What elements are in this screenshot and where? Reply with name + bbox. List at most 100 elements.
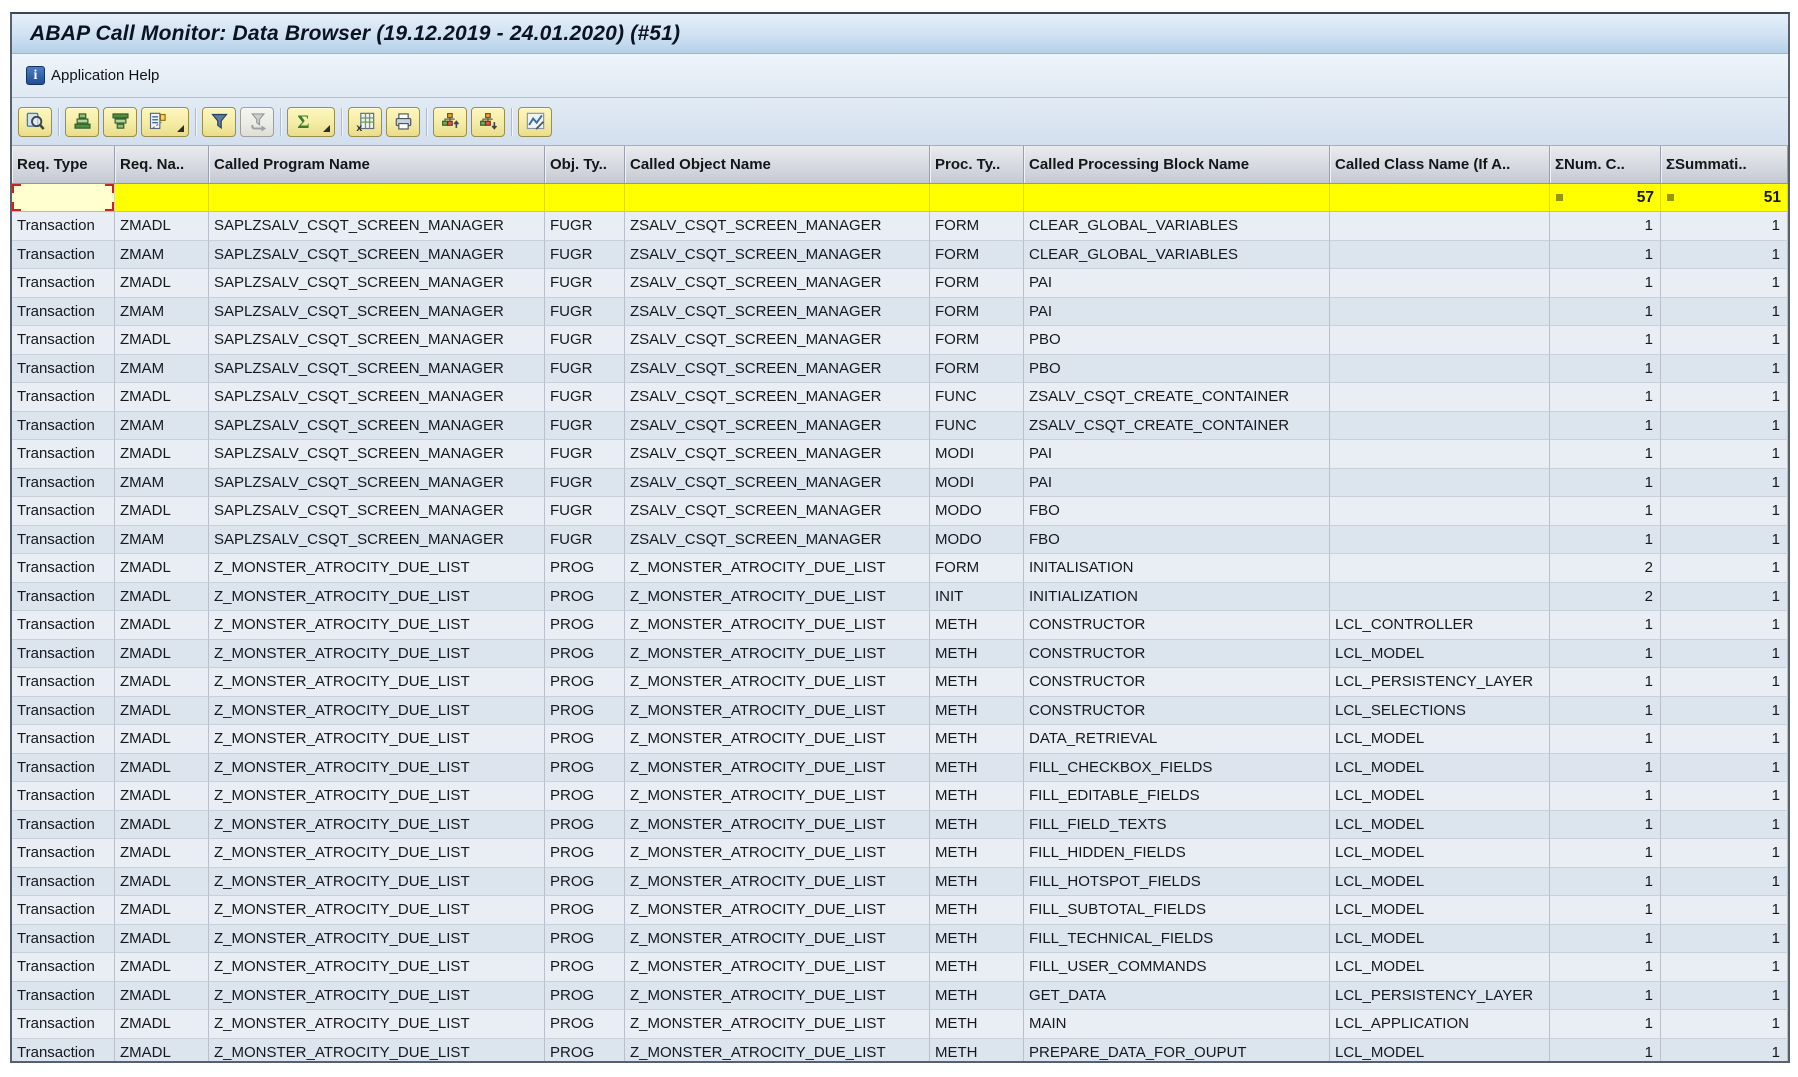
cell-called-processing-block-name[interactable]: FILL_EDITABLE_FIELDS xyxy=(1024,782,1330,811)
cell-summarization[interactable]: 1 xyxy=(1661,354,1788,383)
cell-req-name[interactable]: ZMADL xyxy=(115,839,209,868)
toolbar-button-details[interactable] xyxy=(18,106,52,137)
cell-req-name[interactable]: ZMADL xyxy=(115,1038,209,1061)
cell-num-calls[interactable]: 1 xyxy=(1550,354,1661,383)
table-row[interactable]: Transaction ZMADL Z_MONSTER_ATROCITY_DUE_L… xyxy=(12,725,1788,754)
cell-called-processing-block-name[interactable]: ZSALV_CSQT_CREATE_CONTAINER xyxy=(1024,411,1330,440)
cell-called-processing-block-name[interactable]: FILL_SUBTOTAL_FIELDS xyxy=(1024,896,1330,925)
cell-proc-type[interactable]: FUNC xyxy=(930,411,1024,440)
cell-summarization[interactable]: 1 xyxy=(1661,696,1788,725)
cell-called-object-name[interactable]: Z_MONSTER_ATROCITY_DUE_LIST xyxy=(625,611,930,640)
cell-called-object-name[interactable]: ZSALV_CSQT_SCREEN_MANAGER xyxy=(625,383,930,412)
table-row[interactable]: Transaction ZMADL Z_MONSTER_ATROCITY_DUE_L… xyxy=(12,639,1788,668)
cell-called-program-name[interactable]: Z_MONSTER_ATROCITY_DUE_LIST xyxy=(209,839,545,868)
header-cell-called-program-name[interactable]: Called Program Name xyxy=(209,146,545,183)
totals-empty-cell[interactable] xyxy=(1330,184,1550,211)
cell-obj-type[interactable]: PROG xyxy=(545,725,625,754)
cell-proc-type[interactable]: MODI xyxy=(930,468,1024,497)
table-row[interactable]: Transaction ZMADL Z_MONSTER_ATROCITY_DUE_L… xyxy=(12,582,1788,611)
totals-empty-cell[interactable] xyxy=(545,184,625,211)
cell-called-program-name[interactable]: SAPLZSALV_CSQT_SCREEN_MANAGER xyxy=(209,440,545,469)
cell-num-calls[interactable]: 1 xyxy=(1550,411,1661,440)
cell-req-name[interactable]: ZMADL xyxy=(115,639,209,668)
table-row[interactable]: Transaction ZMAM SAPLZSALV_CSQT_SCREEN_MAN… xyxy=(12,354,1788,383)
cell-obj-type[interactable]: FUGR xyxy=(545,326,625,355)
header-cell-obj-type[interactable]: Obj. Ty.. xyxy=(545,146,625,183)
header-cell-called-processing-block-name[interactable]: Called Processing Block Name xyxy=(1024,146,1330,183)
cell-called-object-name[interactable]: ZSALV_CSQT_SCREEN_MANAGER xyxy=(625,525,930,554)
cell-summarization[interactable]: 1 xyxy=(1661,896,1788,925)
cell-num-calls[interactable]: 1 xyxy=(1550,696,1661,725)
cell-obj-type[interactable]: PROG xyxy=(545,924,625,953)
cell-called-object-name[interactable]: ZSALV_CSQT_SCREEN_MANAGER xyxy=(625,497,930,526)
table-row[interactable]: Transaction ZMADL Z_MONSTER_ATROCITY_DUE_L… xyxy=(12,1010,1788,1039)
table-row[interactable]: Transaction ZMADL Z_MONSTER_ATROCITY_DUE_L… xyxy=(12,924,1788,953)
table-row[interactable]: Transaction ZMADL Z_MONSTER_ATROCITY_DUE_L… xyxy=(12,896,1788,925)
cell-proc-type[interactable]: FORM xyxy=(930,326,1024,355)
cell-req-type[interactable]: Transaction xyxy=(12,867,115,896)
cell-req-type[interactable]: Transaction xyxy=(12,440,115,469)
cell-num-calls[interactable]: 1 xyxy=(1550,1038,1661,1061)
table-row[interactable]: Transaction ZMAM SAPLZSALV_CSQT_SCREEN_MAN… xyxy=(12,468,1788,497)
cell-summarization[interactable]: 1 xyxy=(1661,440,1788,469)
cell-req-name[interactable]: ZMADL xyxy=(115,953,209,982)
cell-called-processing-block-name[interactable]: ZSALV_CSQT_CREATE_CONTAINER xyxy=(1024,383,1330,412)
cell-called-program-name[interactable]: SAPLZSALV_CSQT_SCREEN_MANAGER xyxy=(209,497,545,526)
cell-obj-type[interactable]: PROG xyxy=(545,896,625,925)
cell-called-class-name[interactable]: LCL_APPLICATION xyxy=(1330,1010,1550,1039)
cell-called-program-name[interactable]: SAPLZSALV_CSQT_SCREEN_MANAGER xyxy=(209,212,545,241)
cell-called-class-name[interactable] xyxy=(1330,354,1550,383)
cell-summarization[interactable]: 1 xyxy=(1661,525,1788,554)
cell-req-type[interactable]: Transaction xyxy=(12,839,115,868)
cell-req-type[interactable]: Transaction xyxy=(12,468,115,497)
header-cell-num-calls[interactable]: ΣNum. C.. xyxy=(1550,146,1661,183)
cell-called-class-name[interactable]: LCL_CONTROLLER xyxy=(1330,611,1550,640)
cell-req-type[interactable]: Transaction xyxy=(12,240,115,269)
application-help-item[interactable]: Application Help xyxy=(51,67,160,84)
cell-called-processing-block-name[interactable]: PAI xyxy=(1024,269,1330,298)
cell-req-name[interactable]: ZMADL xyxy=(115,981,209,1010)
cell-req-type[interactable]: Transaction xyxy=(12,1038,115,1061)
cell-req-name[interactable]: ZMAM xyxy=(115,525,209,554)
cell-called-object-name[interactable]: Z_MONSTER_ATROCITY_DUE_LIST xyxy=(625,554,930,583)
cell-req-name[interactable]: ZMADL xyxy=(115,924,209,953)
cell-called-class-name[interactable] xyxy=(1330,582,1550,611)
cell-req-name[interactable]: ZMADL xyxy=(115,810,209,839)
cell-proc-type[interactable]: FORM xyxy=(930,354,1024,383)
cell-called-object-name[interactable]: Z_MONSTER_ATROCITY_DUE_LIST xyxy=(625,1010,930,1039)
cell-summarization[interactable]: 1 xyxy=(1661,725,1788,754)
cell-req-type[interactable]: Transaction xyxy=(12,554,115,583)
cell-called-class-name[interactable]: LCL_MODEL xyxy=(1330,924,1550,953)
cell-summarization[interactable]: 1 xyxy=(1661,297,1788,326)
cell-called-processing-block-name[interactable]: FILL_CHECKBOX_FIELDS xyxy=(1024,753,1330,782)
cell-proc-type[interactable]: METH xyxy=(930,782,1024,811)
cell-called-class-name[interactable] xyxy=(1330,326,1550,355)
toolbar-button-filter[interactable] xyxy=(202,106,236,137)
cell-obj-type[interactable]: PROG xyxy=(545,639,625,668)
cell-obj-type[interactable]: PROG xyxy=(545,810,625,839)
cell-called-object-name[interactable]: Z_MONSTER_ATROCITY_DUE_LIST xyxy=(625,953,930,982)
cell-called-object-name[interactable]: Z_MONSTER_ATROCITY_DUE_LIST xyxy=(625,639,930,668)
cell-req-type[interactable]: Transaction xyxy=(12,354,115,383)
cell-called-class-name[interactable]: LCL_MODEL xyxy=(1330,782,1550,811)
cell-proc-type[interactable]: METH xyxy=(930,981,1024,1010)
cell-called-class-name[interactable] xyxy=(1330,240,1550,269)
cell-called-program-name[interactable]: Z_MONSTER_ATROCITY_DUE_LIST xyxy=(209,582,545,611)
cell-req-type[interactable]: Transaction xyxy=(12,639,115,668)
cell-proc-type[interactable]: METH xyxy=(930,953,1024,982)
table-row[interactable]: Transaction ZMADL Z_MONSTER_ATROCITY_DUE_L… xyxy=(12,1038,1788,1061)
cell-proc-type[interactable]: METH xyxy=(930,1010,1024,1039)
cell-called-object-name[interactable]: Z_MONSTER_ATROCITY_DUE_LIST xyxy=(625,810,930,839)
cell-req-name[interactable]: ZMADL xyxy=(115,611,209,640)
cell-called-class-name[interactable] xyxy=(1330,297,1550,326)
cell-num-calls[interactable]: 1 xyxy=(1550,668,1661,697)
cell-proc-type[interactable]: FUNC xyxy=(930,383,1024,412)
cell-obj-type[interactable]: FUGR xyxy=(545,354,625,383)
cell-req-name[interactable]: ZMAM xyxy=(115,468,209,497)
cell-num-calls[interactable]: 1 xyxy=(1550,326,1661,355)
toolbar-button-choose-detail[interactable] xyxy=(141,106,189,137)
cell-proc-type[interactable]: METH xyxy=(930,810,1024,839)
totals-empty-cell[interactable] xyxy=(930,184,1024,211)
toolbar-button-export-spreadsheet[interactable]: x xyxy=(348,106,382,137)
table-row[interactable]: Transaction ZMADL Z_MONSTER_ATROCITY_DUE_L… xyxy=(12,782,1788,811)
